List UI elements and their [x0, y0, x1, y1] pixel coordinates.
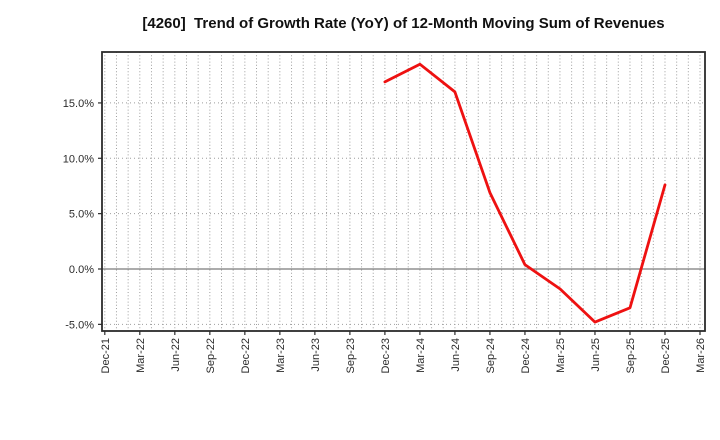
y-axis-label: -5.0%	[65, 319, 94, 331]
x-axis-label: Dec-21	[100, 338, 112, 373]
x-axis-label: Mar-22	[135, 338, 147, 373]
y-axis-label: 5.0%	[69, 209, 94, 221]
x-axis-label: Mar-26	[695, 338, 707, 373]
x-axis-label: Sep-22	[205, 338, 217, 373]
x-axis-label: Dec-23	[380, 338, 392, 373]
chart-title: [4260] Trend of Growth Rate (YoY) of 12-…	[142, 15, 665, 32]
x-axis-label: Jun-24	[450, 338, 462, 372]
x-axis-label: Jun-25	[590, 338, 602, 372]
x-axis-label: Sep-23	[345, 338, 357, 373]
x-axis-label: Mar-25	[555, 338, 567, 373]
x-axis-label: Dec-24	[520, 338, 532, 373]
x-axis-label: Mar-23	[275, 338, 287, 373]
growth-rate-line	[383, 62, 667, 324]
x-axis-label: Sep-24	[485, 338, 497, 373]
x-axis-label: Mar-24	[415, 338, 427, 373]
y-axis-label: 15.0%	[63, 98, 94, 110]
y-axis-label: 10.0%	[63, 153, 94, 165]
x-axis-label: Jun-23	[310, 338, 322, 372]
x-axis-label: Dec-25	[660, 338, 672, 373]
x-axis-label: Jun-22	[170, 338, 182, 372]
plot-frame	[101, 51, 706, 332]
x-axis-label: Dec-22	[240, 338, 252, 373]
y-axis-label: 0.0%	[69, 264, 94, 276]
x-axis-label: Sep-25	[625, 338, 637, 373]
